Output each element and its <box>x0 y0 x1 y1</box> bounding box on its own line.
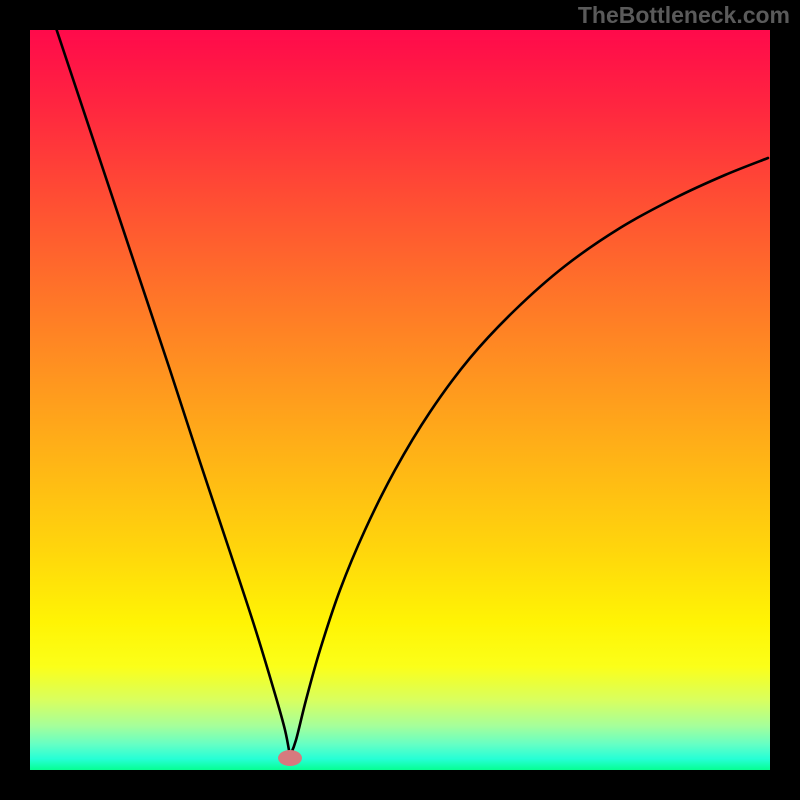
plot-background <box>30 30 770 770</box>
watermark-text: TheBottleneck.com <box>578 2 790 29</box>
chart-container: TheBottleneck.com <box>0 0 800 800</box>
optimal-point-marker <box>278 750 302 766</box>
chart-svg <box>0 0 800 800</box>
